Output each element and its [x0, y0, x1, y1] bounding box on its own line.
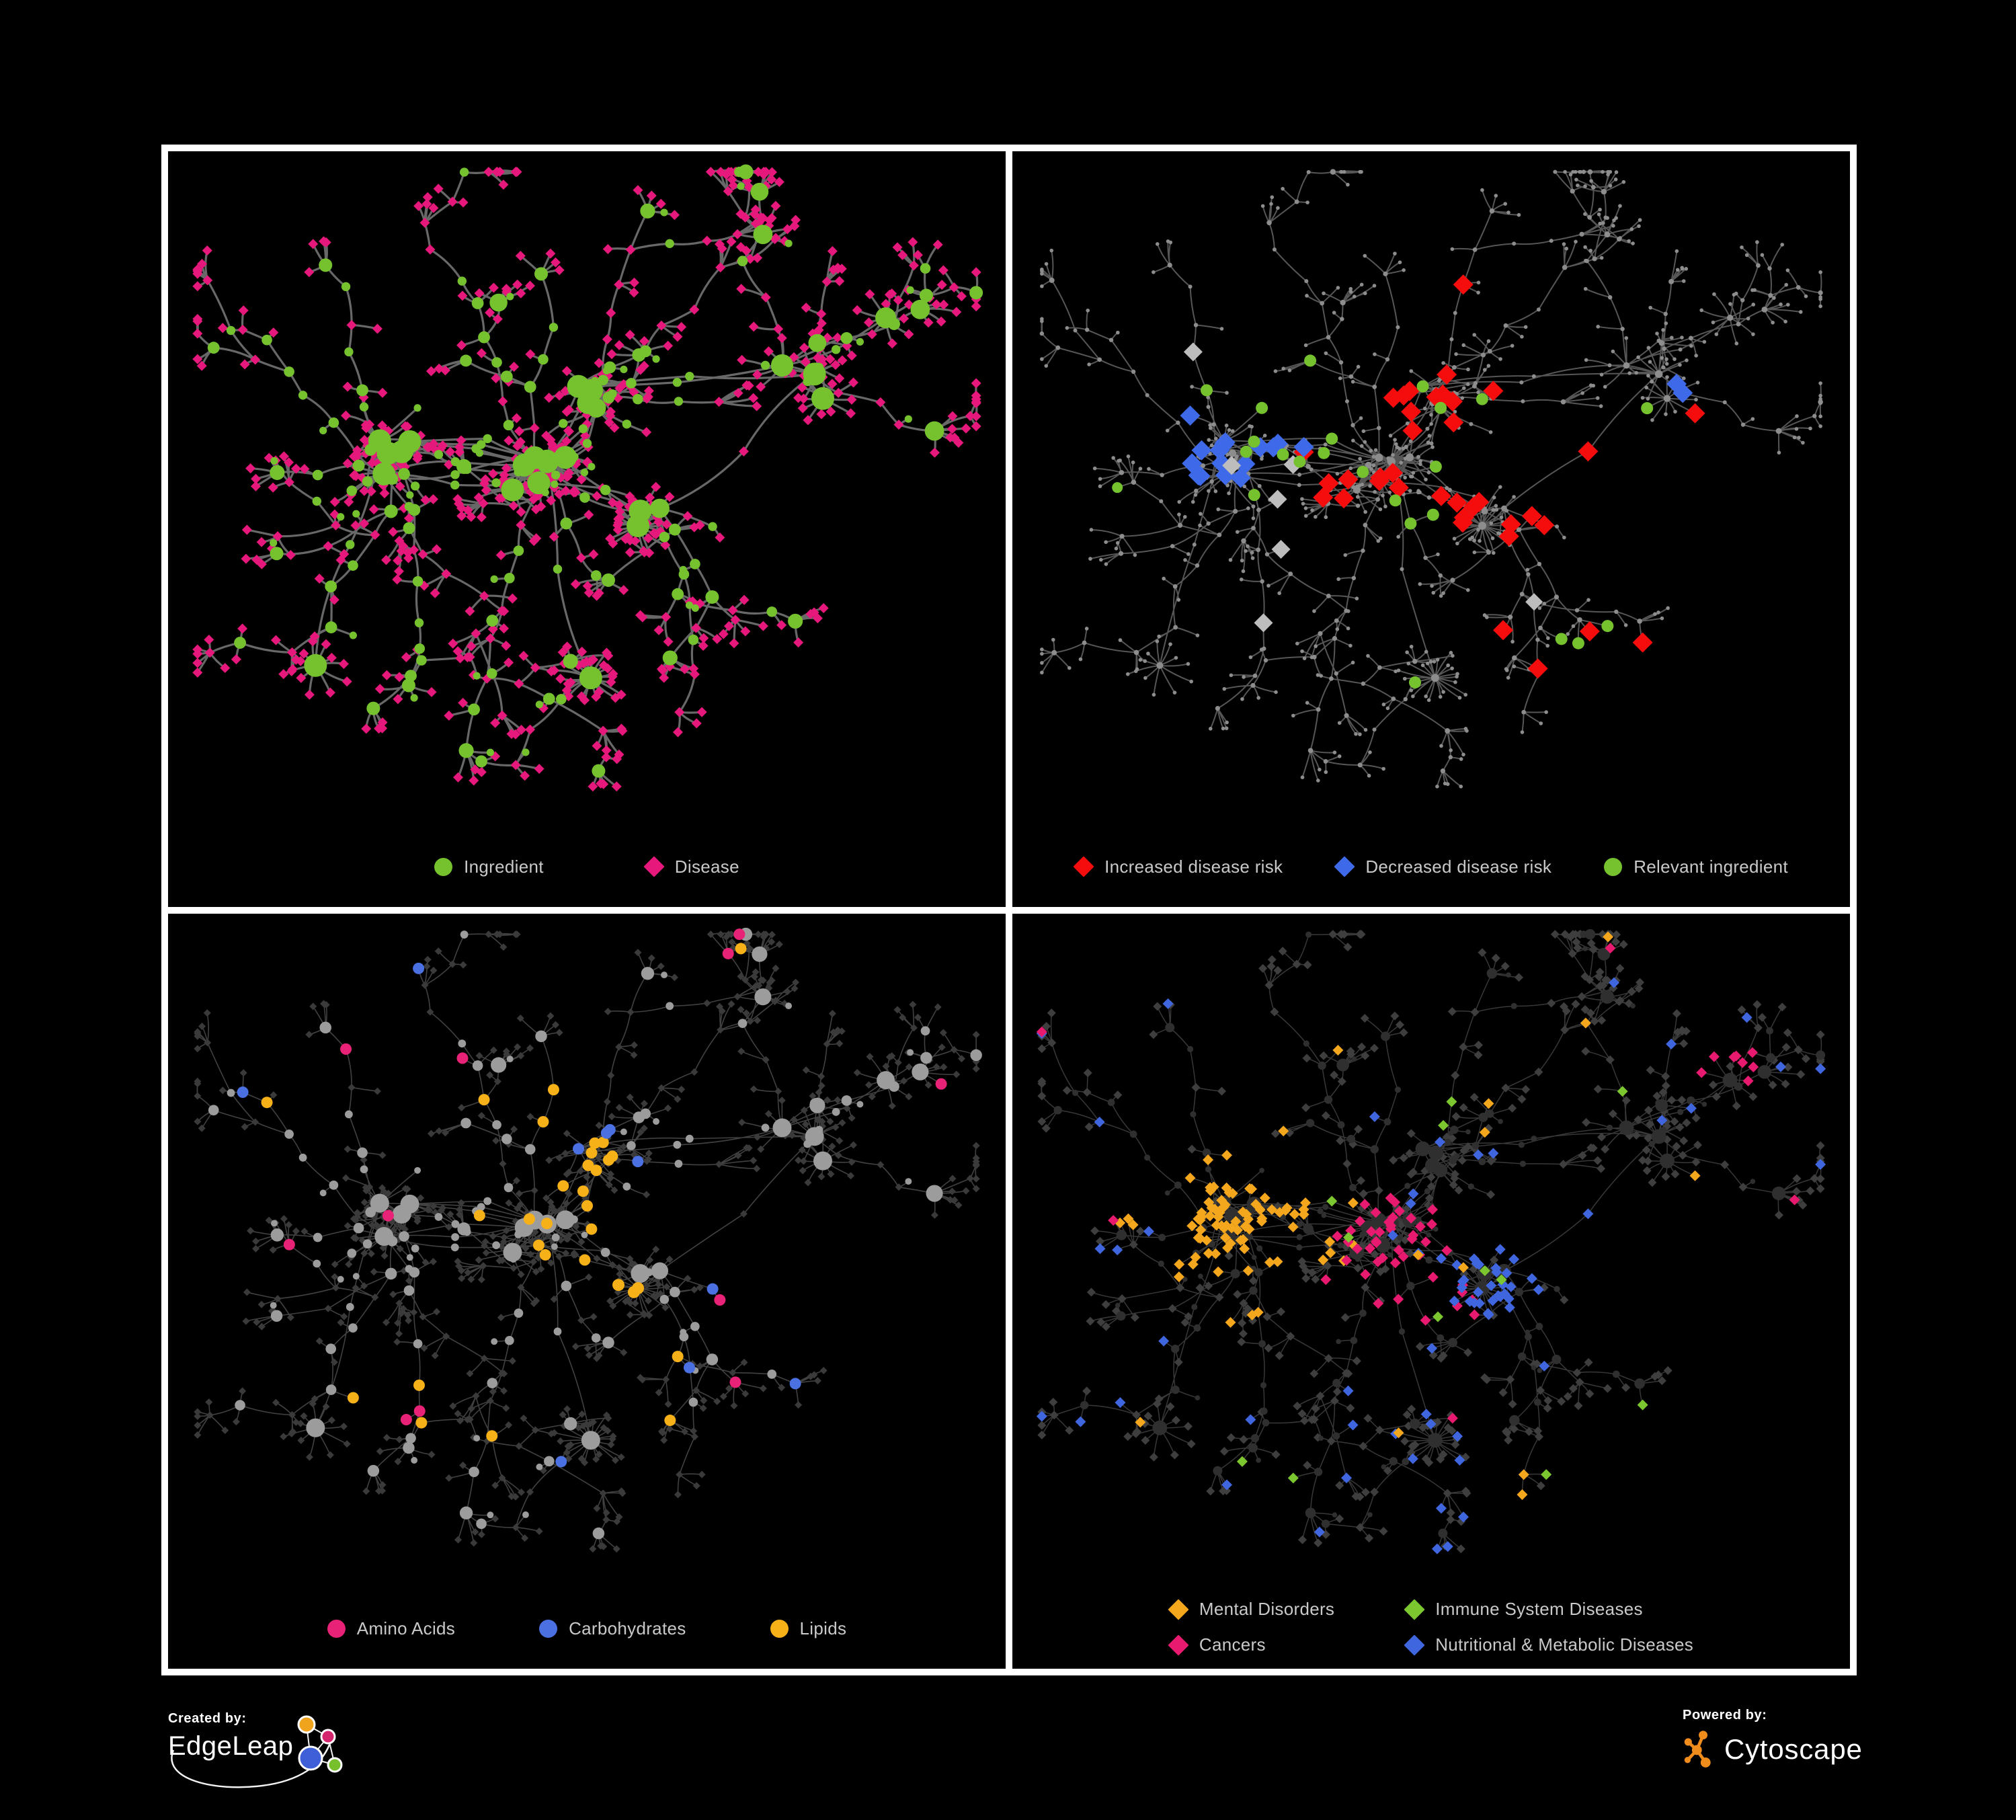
legend-item-mental-disorders: Mental Disorders [1168, 1598, 1335, 1620]
network-graph-disease-risk [1039, 169, 1823, 789]
relevant-ingredient-marker-icon [1604, 857, 1623, 876]
ingredient-marker-icon [434, 857, 453, 876]
edgeleap-brand-text: EdgeLeap [168, 1731, 294, 1761]
legend-item-immune-system-diseases: Immune System Diseases [1404, 1598, 1693, 1620]
lipids-marker-icon [770, 1620, 789, 1638]
edgeleap-credit: Created by: EdgeLeap [168, 1711, 363, 1819]
legend-item-decreased-risk: Decreased disease risk [1334, 856, 1552, 877]
nutritional-metabolic-marker-icon [1404, 1634, 1425, 1656]
edgeleap-logo-icon [171, 1715, 343, 1788]
powered-by-label: Powered by: [1683, 1708, 1767, 1723]
legend-label: Amino Acids [356, 1618, 456, 1638]
panel-nutrient-categories: Amino Acids Carbohydrates Lipids [168, 913, 1006, 1669]
legend-item-ingredient: Ingredient [434, 857, 544, 877]
legend-nutrient-categories: Amino Acids Carbohydrates Lipids [168, 1618, 1006, 1639]
legend-label: Cancers [1199, 1634, 1266, 1655]
increased-risk-marker-icon [1073, 856, 1094, 877]
panels-grid: Ingredient Disease Increased disease ris… [161, 145, 1857, 1675]
legend-disease-risk: Increased disease risk Decreased disease… [1012, 856, 1850, 877]
cytoscape-credit: Powered by: Cytoscape [1683, 1708, 1951, 1815]
legend-item-cancers: Cancers [1168, 1634, 1334, 1656]
legend-label: Mental Disorders [1199, 1599, 1335, 1619]
mental-disorders-marker-icon [1168, 1598, 1189, 1620]
legend-label: Disease [674, 856, 739, 877]
legend-item-relevant-ingredient: Relevant ingredient [1604, 857, 1788, 877]
legend-label: Ingredient [464, 856, 544, 877]
created-by-label: Created by: [168, 1711, 247, 1726]
decreased-risk-marker-icon [1334, 856, 1355, 877]
legend-label: Immune System Diseases [1435, 1599, 1643, 1619]
cytoscape-brand-text: Cytoscape [1724, 1733, 1863, 1765]
legend-label: Carbohydrates [569, 1618, 686, 1638]
legend-item-disease: Disease [643, 856, 739, 877]
network-graph-ingredients-diseases [192, 164, 983, 792]
cancers-marker-icon [1168, 1634, 1189, 1656]
disease-marker-icon [643, 856, 665, 877]
cytoscape-logo-icon [1684, 1731, 1711, 1768]
legend-ingredients-diseases: Ingredient Disease [168, 856, 1006, 877]
legend-item-carbohydrates: Carbohydrates [539, 1618, 686, 1639]
legend-item-increased-risk: Increased disease risk [1073, 856, 1283, 877]
legend-label: Nutritional & Metabolic Diseases [1435, 1634, 1694, 1655]
amino-acids-marker-icon [327, 1620, 346, 1638]
legend-item-nutritional-metabolic-diseases: Nutritional & Metabolic Diseases [1404, 1634, 1694, 1656]
immune-diseases-marker-icon [1404, 1598, 1425, 1620]
legend-label: Lipids [799, 1618, 847, 1638]
panel-disease-risk: Increased disease risk Decreased disease… [1012, 151, 1850, 907]
legend-item-amino-acids: Amino Acids [327, 1618, 455, 1639]
legend-label: Increased disease risk [1104, 856, 1283, 877]
legend-disease-categories: Mental Disorders Immune System Diseases … [1012, 1598, 1850, 1656]
carbohydrates-marker-icon [539, 1620, 558, 1638]
legend-label: Decreased disease risk [1365, 856, 1552, 877]
legend-label: Relevant ingredient [1634, 856, 1788, 877]
network-graph-nutrient-categories [194, 927, 982, 1552]
panel-ingredients-diseases: Ingredient Disease [168, 151, 1006, 907]
legend-item-lipids: Lipids [770, 1618, 847, 1639]
network-graph-disease-categories [1036, 928, 1826, 1554]
panel-disease-categories: Mental Disorders Immune System Diseases … [1012, 913, 1850, 1669]
